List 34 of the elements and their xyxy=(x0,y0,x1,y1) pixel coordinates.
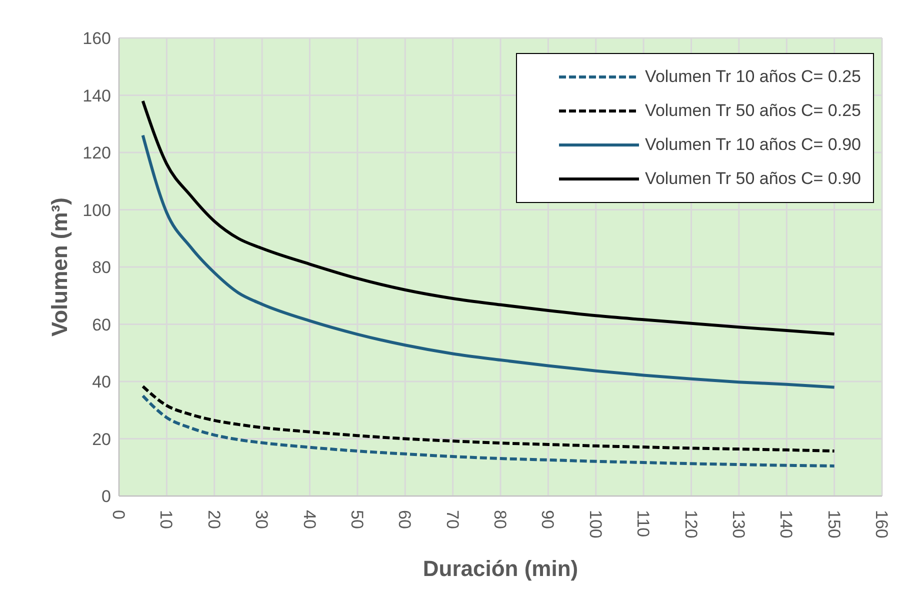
y-tick-label: 60 xyxy=(92,315,111,334)
x-tick-label: 100 xyxy=(586,510,605,538)
legend-label: Volumen Tr 10 años C= 0.25 xyxy=(645,67,861,87)
x-tick-label: 160 xyxy=(872,510,892,538)
x-tick-label: 120 xyxy=(681,510,700,538)
line-series xyxy=(141,394,836,468)
x-tick-label: 90 xyxy=(538,510,558,529)
x-tick-label: 10 xyxy=(156,510,176,529)
x-tick-label: 130 xyxy=(728,510,748,538)
legend-label: Volumen Tr 10 años C= 0.90 xyxy=(645,135,861,155)
y-tick-label: 80 xyxy=(92,258,111,278)
y-tick-label: 0 xyxy=(102,487,111,506)
x-tick-label: 70 xyxy=(442,510,462,529)
y-tick-label: 120 xyxy=(82,144,111,163)
legend-label: Volumen Tr 50 años C= 0.25 xyxy=(645,101,861,121)
y-tick-label: 20 xyxy=(92,430,111,449)
x-tick-label: 20 xyxy=(204,510,224,529)
y-tick-label: 40 xyxy=(92,372,111,392)
y-tick-label: 160 xyxy=(82,29,111,48)
x-tick-label: 0 xyxy=(109,510,128,520)
y-tick-label: 100 xyxy=(82,200,111,220)
x-tick-label: 140 xyxy=(776,510,796,538)
x-tick-label: 40 xyxy=(300,510,319,529)
x-tick-label: 50 xyxy=(347,510,366,529)
line-series xyxy=(141,384,836,453)
x-tick-label: 30 xyxy=(252,510,272,529)
x-tick-label: 60 xyxy=(395,510,414,529)
x-tick-label: 110 xyxy=(634,510,653,538)
y-axis-title: Volumen (m³) xyxy=(46,198,72,336)
x-tick-label: 150 xyxy=(824,510,844,538)
legend-label: Volumen Tr 50 años C= 0.90 xyxy=(645,169,861,189)
y-tick-label: 140 xyxy=(82,86,111,106)
x-axis-title: Duración (min) xyxy=(422,556,578,581)
x-tick-label: 80 xyxy=(490,510,510,529)
